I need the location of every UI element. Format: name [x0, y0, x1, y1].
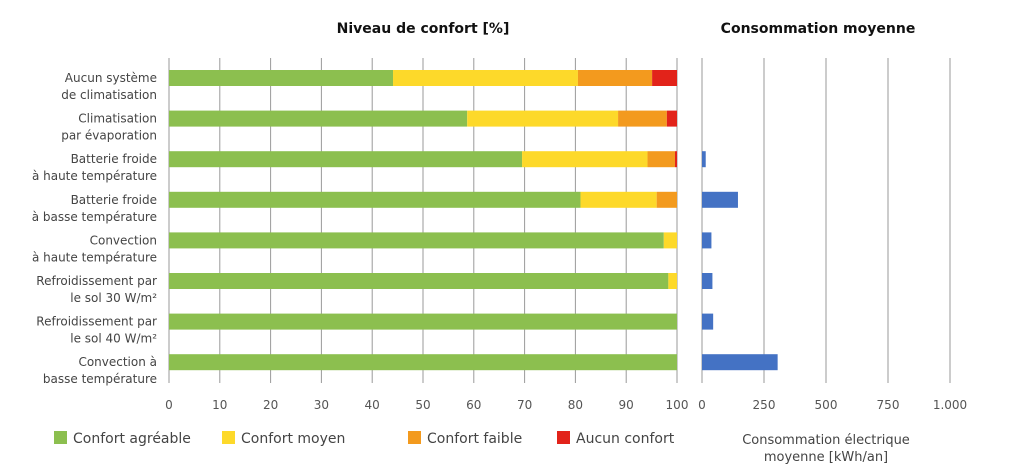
consumption-xlabel-line2: moyenne [kWh/an] [764, 450, 888, 465]
category-label-line1: Convection [90, 233, 157, 247]
category-label-line1: Batterie froide [71, 152, 157, 166]
comfort-tick-label: 30 [314, 398, 329, 412]
consumption-tick-label: 500 [815, 398, 838, 412]
comfort-tick-label: 40 [365, 398, 380, 412]
category-label: Convection à basse température [43, 355, 157, 386]
legend-swatch [408, 431, 421, 444]
comfort-bar-confort-agreable [169, 191, 581, 208]
legend-label: Aucun confort [576, 431, 675, 447]
comfort-bar-confort-faible [618, 110, 667, 127]
legend-swatch [54, 431, 67, 444]
consumption-bar [702, 191, 738, 208]
comfort-bar-confort-moyen [467, 110, 619, 127]
comfort-chart-title: Niveau de confort [%] [337, 21, 510, 37]
legend: Confort agréable Confort moyen Confort fai… [54, 431, 675, 447]
comfort-tick-label: 50 [415, 398, 430, 412]
consumption-gridlines [701, 58, 951, 383]
comfort-tick-label: 70 [517, 398, 532, 412]
comfort-tick-labels: 0 10 20 30 40 50 60 70 80 90 100 [165, 398, 688, 412]
consumption-tick-label: 1.000 [933, 398, 967, 412]
comfort-bar-aucun-confort [666, 110, 677, 127]
consumption-tick-label: 0 [698, 398, 706, 412]
comfort-bar-confort-moyen [522, 151, 648, 168]
category-label: Batterie froide à haute température [32, 152, 157, 183]
legend-label: Confort moyen [241, 431, 345, 447]
legend-item: Confort agréable [54, 431, 191, 447]
comfort-tick-label: 100 [666, 398, 689, 412]
comfort-bar-confort-agreable [169, 232, 664, 249]
category-label-line1: Aucun système [65, 71, 157, 85]
category-label: Convection à haute température [32, 233, 157, 264]
comfort-tick-label: 90 [619, 398, 634, 412]
category-label: Climatisation par évaporation [61, 112, 157, 143]
comfort-tick-label: 0 [165, 398, 173, 412]
consumption-tick-labels: 0 250 500 750 1.000 [698, 398, 967, 412]
consumption-chart-title: Consommation moyenne [721, 21, 916, 37]
category-label: Aucun système de climatisation [61, 71, 157, 102]
category-label: Refroidissement par le sol 30 W/m² [36, 274, 157, 305]
comfort-bars [169, 70, 677, 371]
category-labels: Aucun système de climatisation Climatisati… [32, 71, 157, 386]
category-label-line1: Climatisation [78, 112, 157, 126]
consumption-bar [702, 313, 714, 330]
category-label-line2: à haute température [32, 250, 157, 264]
comfort-gridlines [168, 58, 678, 383]
consumption-bar [702, 354, 778, 371]
category-label-line2: à haute température [32, 169, 157, 183]
category-label: Batterie froide à basse température [32, 193, 157, 224]
comfort-tick-label: 20 [263, 398, 278, 412]
category-label-line1: Convection à [78, 355, 157, 369]
comfort-tick-label: 10 [212, 398, 227, 412]
legend-item: Confort faible [408, 431, 522, 447]
consumption-tick-label: 250 [753, 398, 776, 412]
comfort-bar-aucun-confort [652, 70, 677, 86]
category-label-line1: Refroidissement par [36, 274, 157, 288]
category-label-line2: par évaporation [61, 129, 157, 143]
comfort-tick-label: 80 [568, 398, 583, 412]
category-label-line2: basse température [43, 372, 157, 386]
category-label-line2: le sol 30 W/m² [70, 291, 157, 305]
consumption-bars [702, 151, 778, 371]
comfort-bar-confort-faible [647, 151, 675, 168]
category-label-line2: de climatisation [61, 88, 157, 102]
consumption-bar [702, 232, 712, 249]
legend-label: Confort faible [427, 431, 522, 447]
comfort-bar-confort-agreable [169, 354, 677, 371]
comfort-bar-confort-faible [577, 70, 653, 86]
category-label: Refroidissement par le sol 40 W/m² [36, 315, 157, 346]
comfort-bar-aucun-confort [674, 151, 677, 168]
comfort-bar-confort-faible [656, 191, 677, 208]
comfort-tick-label: 60 [466, 398, 481, 412]
comfort-bar-confort-agreable [169, 70, 394, 86]
category-label-line1: Batterie froide [71, 193, 157, 207]
comfort-bar-confort-moyen [663, 232, 677, 249]
legend-swatch [557, 431, 570, 444]
legend-swatch [222, 431, 235, 444]
consumption-bar [702, 273, 713, 289]
consumption-bar [702, 151, 706, 168]
comfort-bar-confort-moyen [580, 191, 657, 208]
comfort-bar-confort-agreable [169, 110, 468, 127]
legend-item: Confort moyen [222, 431, 345, 447]
comfort-bar-confort-agreable [169, 273, 669, 289]
comfort-bar-confort-moyen [668, 273, 677, 289]
legend-item: Aucun confort [557, 431, 675, 447]
category-label-line2: à basse température [32, 210, 157, 224]
comfort-bar-confort-agreable [169, 313, 677, 330]
category-label-line1: Refroidissement par [36, 315, 157, 329]
category-label-line2: le sol 40 W/m² [70, 332, 157, 346]
consumption-xlabel-line1: Consommation électrique [742, 433, 910, 448]
comfort-bar-confort-moyen [393, 70, 578, 86]
comfort-bar-confort-agreable [169, 151, 523, 168]
legend-label: Confort agréable [73, 431, 191, 447]
consumption-tick-label: 750 [877, 398, 900, 412]
